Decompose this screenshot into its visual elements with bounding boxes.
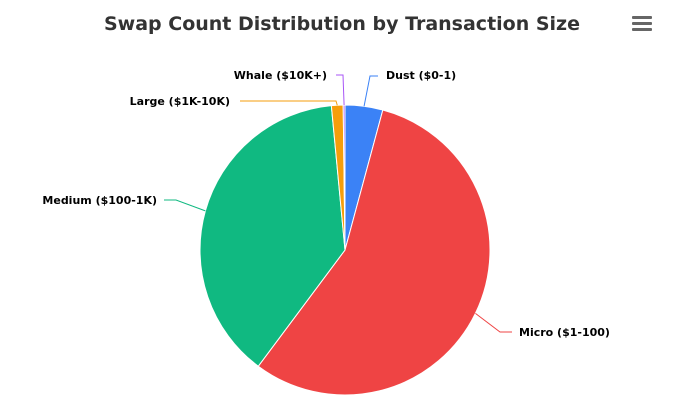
hamburger-menu-icon[interactable] — [632, 16, 652, 34]
connector-line — [336, 74, 345, 106]
data-label: Dust ($0-1) — [386, 69, 456, 82]
pie-slice[interactable] — [257, 109, 491, 396]
pie-slice[interactable] — [199, 105, 346, 367]
data-label: Large ($1K-10K) — [130, 95, 230, 108]
connector-line — [164, 199, 206, 212]
connector-line — [475, 312, 512, 333]
connector-line — [363, 75, 378, 107]
connector-line — [240, 100, 338, 106]
data-label: Medium ($100-1K) — [42, 194, 157, 207]
data-label: Whale ($10K+) — [234, 69, 327, 82]
data-label: Micro ($1-100) — [519, 326, 610, 339]
chart-title: Swap Count Distribution by Transaction S… — [104, 13, 580, 35]
